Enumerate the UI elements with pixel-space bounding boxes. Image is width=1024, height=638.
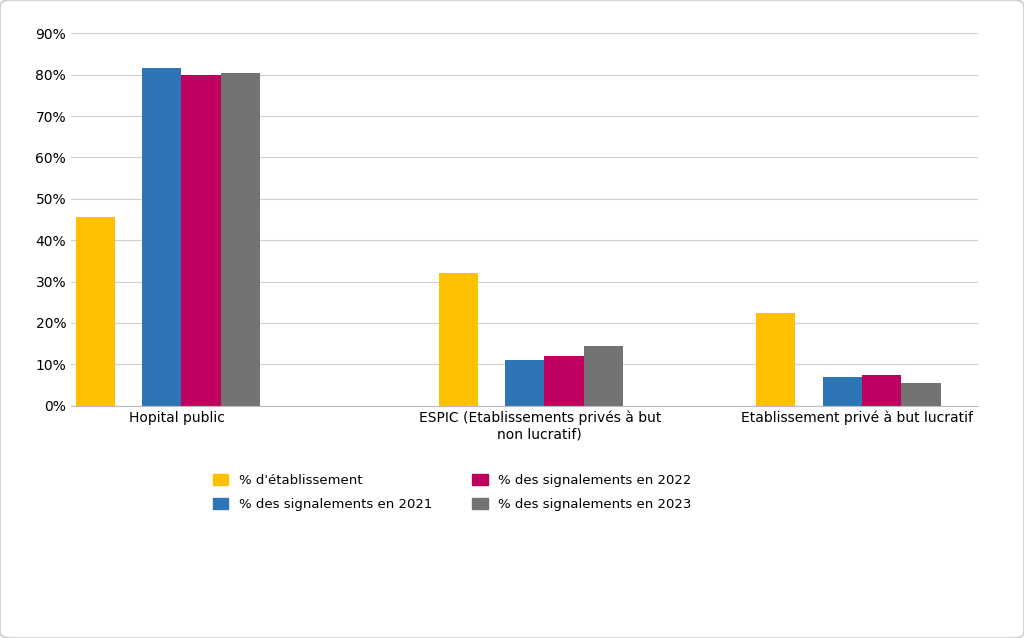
Bar — [142, 68, 181, 406]
Bar — [221, 73, 260, 406]
Bar — [438, 273, 478, 406]
Bar — [505, 360, 545, 406]
Bar — [822, 376, 862, 406]
Bar — [756, 313, 796, 406]
Bar — [76, 218, 115, 406]
Bar — [901, 383, 940, 406]
Bar — [584, 346, 623, 406]
Bar — [181, 75, 221, 406]
Legend: % d'établissement, % des signalements en 2021, % des signalements en 2022, % des: % d'établissement, % des signalements en… — [213, 474, 691, 511]
Bar — [545, 356, 584, 406]
Bar — [862, 375, 901, 406]
